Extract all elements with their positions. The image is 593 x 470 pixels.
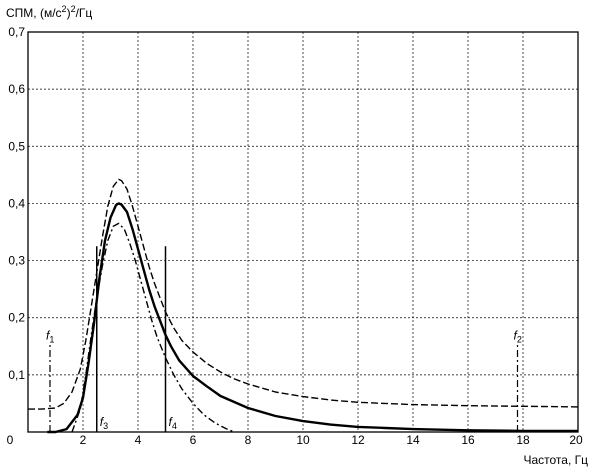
series-line-dashed [28, 178, 579, 410]
y-tick-label: 0,1 [8, 368, 25, 382]
x-tick-label: 4 [135, 433, 142, 447]
marker-subscript-f1: 1 [49, 334, 54, 344]
x-tick-label: 10 [296, 433, 310, 447]
y-tick-label: 0,7 [8, 25, 25, 39]
y-tick-labels: 0,1 0,2 0,3 0,4 0,5 0,6 0,7 [8, 25, 25, 382]
y-axis-title-sup2: 2 [71, 4, 76, 14]
x-tick-label: 14 [406, 433, 420, 447]
x-tick-label: 0 [7, 433, 14, 447]
marker-label-f4: f4 [169, 415, 177, 431]
grid [28, 32, 578, 432]
marker-subscript-f2: 2 [517, 334, 522, 344]
y-axis-title: СПМ, (м/с2)2/Гц [6, 4, 92, 20]
series-line-solid [47, 202, 578, 434]
y-axis-title-main: СПМ, (м/с [6, 6, 62, 20]
x-tick-label: 6 [190, 433, 197, 447]
x-tick-label: 2 [80, 433, 87, 447]
y-tick-label: 0,5 [8, 139, 25, 153]
y-tick-label: 0,6 [8, 82, 25, 96]
marker-letter-f2: f [514, 328, 519, 342]
x-tick-label: 20 [569, 433, 583, 447]
x-tick-label: 18 [516, 433, 530, 447]
x-tick-label: 8 [245, 433, 252, 447]
y-axis-title-close: ) [67, 6, 71, 20]
series-line-dashdot [71, 222, 235, 433]
marker-letter-f4: f [169, 415, 174, 429]
y-tick-label: 0,3 [8, 254, 25, 268]
marker-letter-f1: f [46, 328, 51, 342]
x-tick-label: 12 [351, 433, 365, 447]
x-tick-label: 16 [461, 433, 475, 447]
y-axis-title-unit: /Гц [76, 6, 93, 20]
marker-subscript-f4: 4 [172, 421, 177, 431]
y-tick-label: 0,4 [8, 196, 25, 210]
marker-label-f2: f2 [514, 328, 522, 344]
y-tick-label: 0,2 [8, 311, 25, 325]
x-axis-title: Частота, Гц [523, 453, 588, 467]
series-layer [28, 178, 579, 434]
plot-frame [27, 31, 579, 433]
marker-label-f1: f1 [46, 328, 54, 344]
marker-letter-f3: f [100, 415, 105, 429]
y-axis-title-sup: 2 [62, 4, 67, 14]
marker-label-f3: f3 [100, 415, 108, 431]
x-tick-labels: 0 2 4 6 8 10 12 14 16 18 20 [7, 433, 583, 447]
marker-subscript-f3: 3 [103, 421, 108, 431]
